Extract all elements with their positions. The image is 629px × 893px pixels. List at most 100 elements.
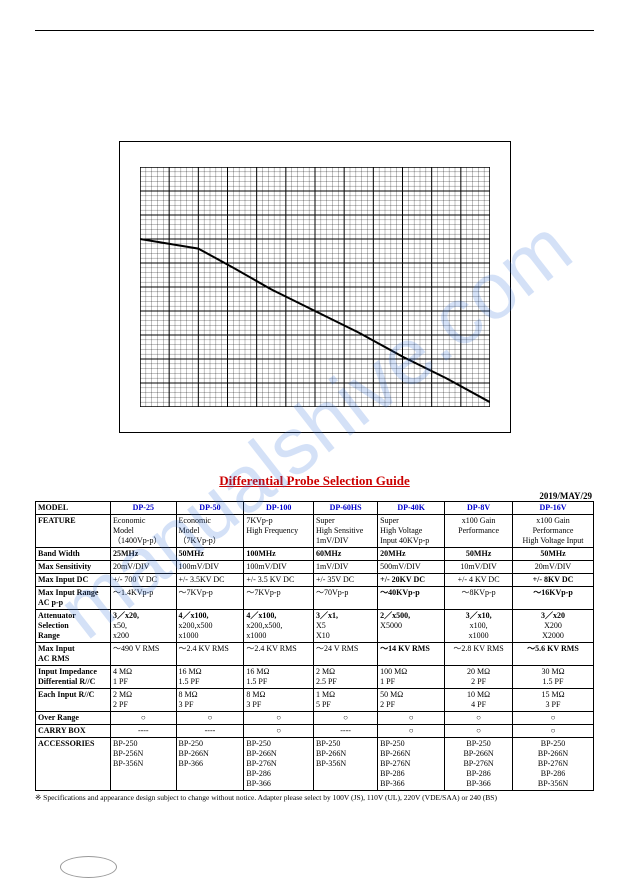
row-head: ACCESSORIES <box>36 738 111 791</box>
cell: 1mV/DIV <box>313 561 377 574</box>
cell: ○ <box>176 712 244 725</box>
footnote: ※ Specifications and appearance design s… <box>35 793 594 802</box>
table-row: FEATUREEconomicModel（1400Vp-p）EconomicMo… <box>36 515 594 548</box>
col-dp-8v: DP-8V <box>445 502 513 515</box>
cell: EconomicModel（1400Vp-p） <box>111 515 177 548</box>
response-chart <box>119 141 511 433</box>
cell: ○ <box>244 712 314 725</box>
cell: 7KVp-pHigh Frequency <box>244 515 314 548</box>
cell: ○ <box>111 712 177 725</box>
table-row: Max Sensitivity20mV/DIV100mV/DIV100mV/DI… <box>36 561 594 574</box>
cell: ○ <box>313 712 377 725</box>
cell: 2 MΩ2 PF <box>111 689 177 712</box>
cell: ～2.4 KV RMS <box>176 643 244 666</box>
cell: ○ <box>445 725 513 738</box>
cell: x100 GainPerformanceHigh Voltage Input <box>513 515 594 548</box>
col-dp-40k: DP-40K <box>378 502 445 515</box>
cell: BP-250BP-266NBP-276NBP-286BP-366 <box>244 738 314 791</box>
cell: SuperHigh VoltageInput 40KVp-p <box>378 515 445 548</box>
cell: 25MHz <box>111 548 177 561</box>
cell: ○ <box>513 712 594 725</box>
cell: ---- <box>111 725 177 738</box>
cell: 10 MΩ4 PF <box>445 689 513 712</box>
revision-date: 2019/MAY/29 <box>35 491 594 501</box>
table-row: Band Width25MHz50MHz100MHz60MHz20MHz50MH… <box>36 548 594 561</box>
cell: ○ <box>513 725 594 738</box>
cell: 10mV/DIV <box>445 561 513 574</box>
row-head: Max Input RangeAC p-p <box>36 587 111 610</box>
cell: BP-250BP-266NBP-356N <box>313 738 377 791</box>
col-dp-60hs: DP-60HS <box>313 502 377 515</box>
cell: ---- <box>176 725 244 738</box>
cell: +/- 3.5KV DC <box>176 574 244 587</box>
cell: SuperHigh Sensitive1mV/DIV <box>313 515 377 548</box>
cell: 3／x1, X5 X10 <box>313 610 377 643</box>
cell: 4／x100, x200,x500 x1000 <box>176 610 244 643</box>
row-head: Max Input DC <box>36 574 111 587</box>
cell: ○ <box>378 725 445 738</box>
cell: BP-250BP-256NBP-356N <box>111 738 177 791</box>
cell: ～7KVp-p <box>176 587 244 610</box>
cell: 100mV/DIV <box>244 561 314 574</box>
col-dp-50: DP-50 <box>176 502 244 515</box>
cell: ～1.4KVp-p <box>111 587 177 610</box>
table-row: CARRY BOX--------○----○○○ <box>36 725 594 738</box>
cell: 4 MΩ1 PF <box>111 666 177 689</box>
row-head: Input ImpedanceDifferential R//C <box>36 666 111 689</box>
cell: BP-250BP-266NBP-276NBP-286BP-356N <box>513 738 594 791</box>
cell: 3／x20 X200 X2000 <box>513 610 594 643</box>
cell: 3／x20, x50, x200 <box>111 610 177 643</box>
cell: 30 MΩ1.5 PF <box>513 666 594 689</box>
cell: ○ <box>445 712 513 725</box>
table-row: Max Input DC+/- 700 V DC+/- 3.5KV DC+/- … <box>36 574 594 587</box>
cell: ～14 KV RMS <box>378 643 445 666</box>
cell: ～40KVp-p <box>378 587 445 610</box>
cell: 2／x500, X5000 <box>378 610 445 643</box>
cell: 16 MΩ1.5 PF <box>176 666 244 689</box>
cell: BP-250BP-266NBP-366 <box>176 738 244 791</box>
cell: 8 MΩ3 PF <box>244 689 314 712</box>
cell: 16 MΩ1.5 PF <box>244 666 314 689</box>
table-row: Max Input RangeAC p-p～1.4KVp-p～7KVp-p～7K… <box>36 587 594 610</box>
cell: ---- <box>313 725 377 738</box>
cell: +/- 8KV DC <box>513 574 594 587</box>
cell: 50MHz <box>176 548 244 561</box>
cell: 50MHz <box>513 548 594 561</box>
row-head: FEATURE <box>36 515 111 548</box>
table-row: AttenuatorSelectionRange3／x20, x50, x200… <box>36 610 594 643</box>
cell: ○ <box>244 725 314 738</box>
cell: 8 MΩ3 PF <box>176 689 244 712</box>
cell: ～8KVp-p <box>445 587 513 610</box>
table-row: Over Range○○○○○○○ <box>36 712 594 725</box>
cell: ～2.8 KV RMS <box>445 643 513 666</box>
cell: 50MHz <box>445 548 513 561</box>
cell: ～490 V RMS <box>111 643 177 666</box>
cell: 20mV/DIV <box>513 561 594 574</box>
cell: 15 MΩ3 PF <box>513 689 594 712</box>
row-head: Band Width <box>36 548 111 561</box>
table-title: Differential Probe Selection Guide <box>35 473 594 489</box>
cell: 100mV/DIV <box>176 561 244 574</box>
cell: 20mV/DIV <box>111 561 177 574</box>
row-head: Max Sensitivity <box>36 561 111 574</box>
cell: ～24 V RMS <box>313 643 377 666</box>
cell: +/- 4 KV DC <box>445 574 513 587</box>
col-model: MODEL <box>36 502 111 515</box>
cell: ～70Vp-p <box>313 587 377 610</box>
spec-table: MODELDP-25DP-50DP-100DP-60HSDP-40KDP-8VD… <box>35 501 594 791</box>
row-head: Max InputAC RMS <box>36 643 111 666</box>
cell: 20MHz <box>378 548 445 561</box>
cell: 100MHz <box>244 548 314 561</box>
row-head: Each Input R//C <box>36 689 111 712</box>
cell: ○ <box>378 712 445 725</box>
cell: 1 MΩ5 PF <box>313 689 377 712</box>
cell: 60MHz <box>313 548 377 561</box>
cell: ～16KVp-p <box>513 587 594 610</box>
col-dp-16v: DP-16V <box>513 502 594 515</box>
cell: 2 MΩ2.5 PF <box>313 666 377 689</box>
row-head: CARRY BOX <box>36 725 111 738</box>
cell: +/- 35V DC <box>313 574 377 587</box>
col-dp-100: DP-100 <box>244 502 314 515</box>
table-row: Each Input R//C2 MΩ2 PF8 MΩ3 PF8 MΩ3 PF1… <box>36 689 594 712</box>
page-number-oval <box>60 856 117 878</box>
